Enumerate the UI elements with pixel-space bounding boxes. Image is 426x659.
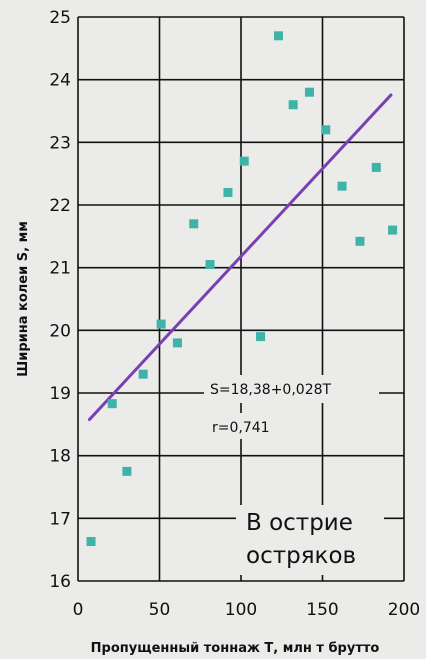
- y-tick-label-8: 24: [49, 71, 71, 91]
- data-point-3: [138, 369, 148, 379]
- y-tick-label-3: 19: [49, 384, 71, 404]
- y-tick-label-1: 17: [49, 509, 71, 529]
- x-tick-label-1: 50: [149, 600, 171, 620]
- correlation-label: r=0,741: [212, 420, 270, 436]
- x-axis-title: Пропущенный тоннаж Т, млн т брутто: [91, 641, 380, 656]
- data-point-18: [388, 225, 398, 235]
- data-point-15: [337, 181, 347, 191]
- data-point-14: [321, 125, 331, 135]
- series-label-line1: В острие: [246, 510, 353, 536]
- data-point-16: [355, 236, 365, 246]
- y-tick-label-4: 20: [49, 321, 71, 341]
- trendline-group: [87, 93, 393, 422]
- y-tick-label-7: 23: [49, 133, 71, 153]
- grid: [77, 16, 405, 582]
- y-tick-label-6: 22: [49, 196, 71, 216]
- x-tick-label-3: 150: [306, 600, 338, 620]
- data-point-7: [205, 260, 215, 270]
- y-tick-label-0: 16: [49, 572, 71, 592]
- data-point-6: [189, 219, 199, 229]
- series-label-box: [236, 505, 384, 575]
- data-point-8: [223, 187, 233, 197]
- data-point-2: [122, 466, 132, 476]
- y-tick-labels: 16 17 18 19 20 21 22 23 24 25: [49, 8, 71, 592]
- series-label-line2: остряков: [246, 543, 356, 569]
- data-point-5: [172, 338, 182, 348]
- data-points: [86, 31, 398, 547]
- equation-box: [204, 375, 379, 403]
- y-tick-label-9: 25: [49, 8, 71, 28]
- trendline: [87, 93, 393, 422]
- data-point-17: [371, 162, 381, 172]
- x-tick-label-2: 100: [225, 600, 257, 620]
- data-point-12: [288, 100, 298, 110]
- x-tick-label-0: 0: [73, 600, 84, 620]
- data-point-13: [304, 87, 314, 97]
- equation-label: S=18,38+0,028T: [210, 382, 332, 398]
- data-point-0: [86, 537, 96, 547]
- correlation-box: [204, 413, 304, 439]
- x-tick-label-4: 200: [388, 600, 420, 620]
- data-point-4: [156, 319, 166, 329]
- data-point-9: [239, 156, 249, 166]
- data-point-10: [256, 332, 266, 342]
- x-tick-labels: 0 50 100 150 200: [73, 600, 421, 620]
- data-point-1: [107, 399, 117, 409]
- y-tick-label-5: 21: [49, 259, 71, 279]
- data-point-11: [273, 31, 283, 41]
- y-tick-label-2: 18: [49, 447, 71, 467]
- y-axis-title: Ширина колеи S, мм: [16, 221, 31, 377]
